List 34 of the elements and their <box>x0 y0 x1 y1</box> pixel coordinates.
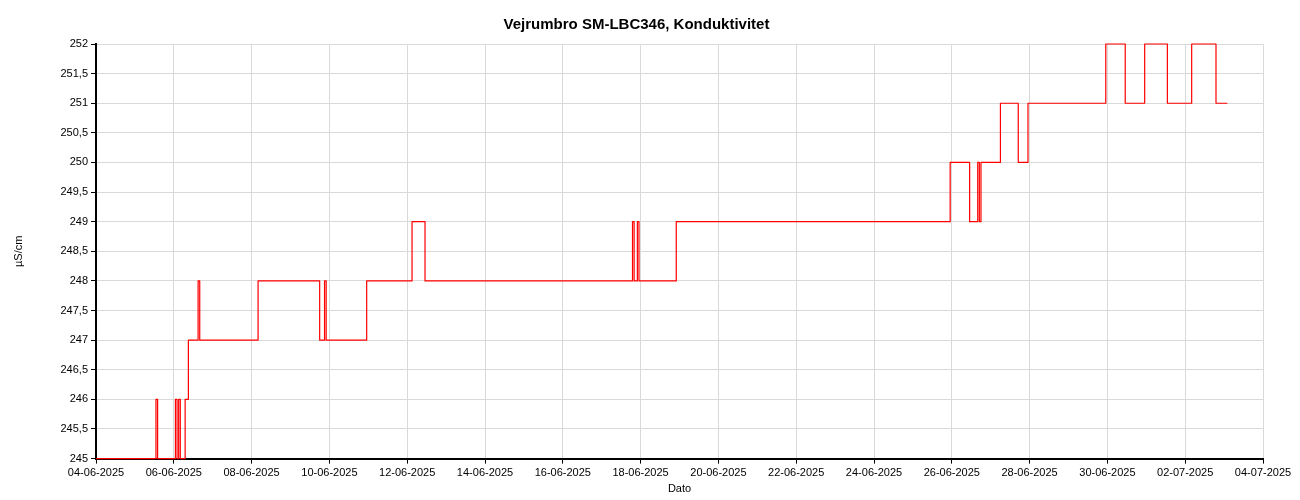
x-tick-label: 20-06-2025 <box>690 466 747 479</box>
x-tick-label: 06-06-2025 <box>145 466 202 479</box>
y-tick-label: 248,5 <box>60 244 88 257</box>
y-tick-label: 251,5 <box>60 66 88 79</box>
y-tick-label: 245,5 <box>60 422 88 435</box>
y-tick-label: 250,5 <box>60 125 88 138</box>
chart-title: Vejrumbro SM-LBC346, Konduktivitet <box>503 15 770 33</box>
x-tick-label: 16-06-2025 <box>534 466 591 479</box>
y-tick-label: 246,5 <box>60 362 88 375</box>
y-tick-label: 252 <box>69 37 88 50</box>
x-tick-label: 28-06-2025 <box>1001 466 1058 479</box>
x-tick-label: 22-06-2025 <box>768 466 825 479</box>
y-tick-label: 247 <box>69 333 88 346</box>
x-tick-label: 12-06-2025 <box>379 466 436 479</box>
y-tick-label: 249,5 <box>60 185 88 198</box>
x-tick-label: 14-06-2025 <box>456 466 514 479</box>
x-tick-label: 18-06-2025 <box>612 466 669 479</box>
x-tick-label: 10-06-2025 <box>301 466 358 479</box>
y-tick-label: 249 <box>69 214 88 227</box>
y-tick-label: 251 <box>69 96 88 109</box>
y-tick-label: 245 <box>69 451 88 464</box>
x-tick-label: 08-06-2025 <box>223 466 280 479</box>
x-tick-label: 30-06-2025 <box>1079 466 1136 479</box>
y-tick-label: 250 <box>69 155 88 168</box>
y-tick-label: 247,5 <box>60 303 88 316</box>
x-tick-label: 26-06-2025 <box>923 466 980 479</box>
x-tick-label: 04-06-2025 <box>67 466 125 479</box>
y-axis-title: µS/cm <box>11 235 24 267</box>
x-tick-label: 04-07-2025 <box>1234 466 1292 479</box>
x-axis-title: Dato <box>667 482 692 495</box>
y-tick-label: 248 <box>69 273 88 286</box>
x-tick-label: 24-06-2025 <box>845 466 903 479</box>
x-tick-label: 02-07-2025 <box>1157 466 1214 479</box>
y-tick-label: 246 <box>69 392 88 405</box>
